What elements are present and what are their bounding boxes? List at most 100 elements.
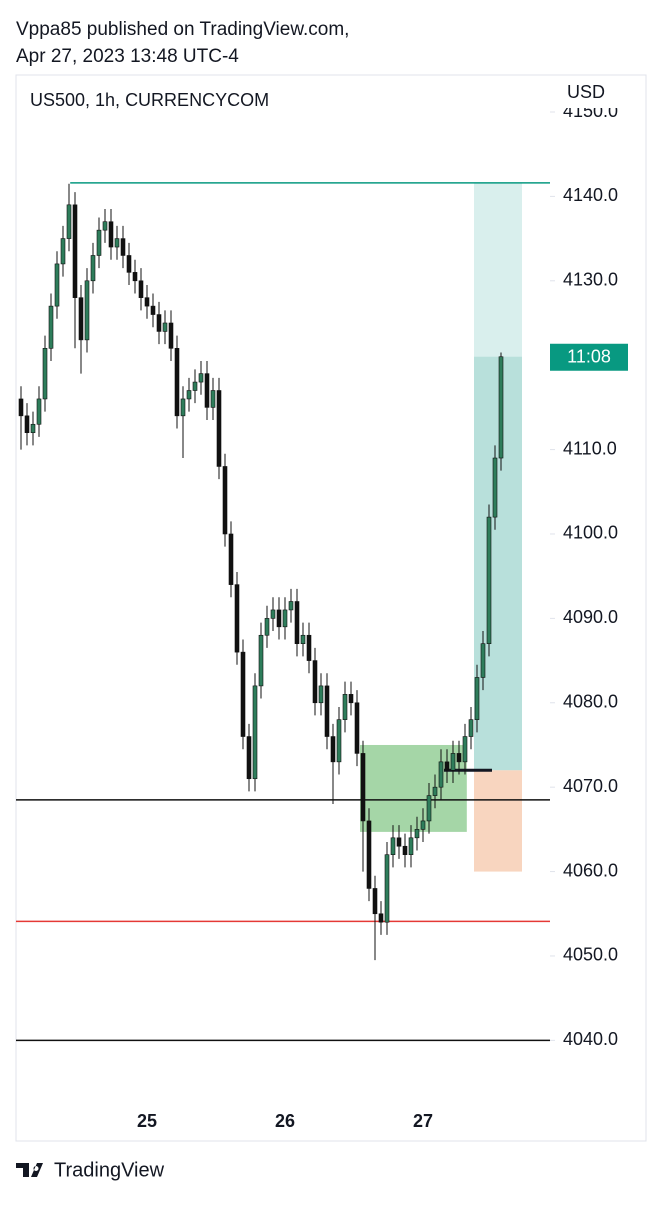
candle-body	[54, 263, 60, 307]
candle-body	[48, 305, 54, 349]
candle-body	[186, 390, 192, 400]
y-tick-label: 4130.0	[563, 270, 618, 290]
candle-body	[96, 229, 102, 256]
chart-title: US500, 1h, CURRENCYCOM	[30, 90, 269, 110]
candle-body	[60, 238, 66, 265]
y-tick-label: 4090.0	[563, 607, 618, 627]
y-tick-label: 4040.0	[563, 1029, 618, 1049]
y-tick-label: 4110.0	[563, 438, 617, 458]
candle-body	[408, 837, 414, 855]
candle-body	[156, 314, 162, 332]
candle-body	[306, 634, 312, 661]
x-tick-label: 25	[137, 1111, 157, 1131]
candle-body	[204, 373, 210, 408]
candle-body	[342, 694, 348, 720]
candle-body	[414, 829, 420, 839]
candle-body	[264, 618, 270, 636]
candle-body	[258, 634, 264, 687]
candle-body	[354, 702, 360, 754]
candle-body	[492, 457, 498, 518]
y-tick-label: 4050.0	[563, 945, 618, 965]
candle-body	[78, 297, 84, 341]
candle-body	[210, 390, 216, 408]
candle-body	[450, 753, 456, 771]
candle-body	[18, 398, 24, 417]
candle-body	[426, 795, 432, 822]
candle-body	[36, 398, 42, 425]
candle-body	[138, 280, 144, 298]
y-tick-label: 4080.0	[563, 692, 618, 712]
candle-body	[240, 651, 246, 737]
candle-body	[468, 719, 474, 737]
plot	[16, 182, 550, 1042]
candle-body	[330, 736, 336, 763]
candle-body	[150, 305, 156, 315]
candle-body	[372, 888, 378, 915]
candle-body	[396, 837, 402, 847]
candle-body	[168, 322, 174, 349]
candle-body	[72, 204, 78, 298]
candle-body	[366, 820, 372, 889]
candle-body	[246, 736, 252, 780]
tv-logo	[16, 1163, 43, 1177]
active-zone	[474, 356, 522, 771]
candle-body	[294, 601, 300, 644]
candle-body	[378, 913, 384, 923]
candle-body	[120, 238, 126, 256]
candle-body	[180, 398, 186, 417]
candle-body	[282, 609, 288, 628]
candle-body	[288, 601, 294, 611]
candle-body	[174, 348, 180, 417]
y-axis-label: USD	[567, 82, 605, 102]
loss-zone	[474, 770, 522, 872]
publish-date: Apr 27, 2023 13:48 UTC-4	[16, 46, 239, 67]
candle-body	[432, 786, 438, 796]
x-tick-label: 27	[413, 1111, 433, 1131]
candle-body	[318, 685, 324, 704]
candle-body	[360, 753, 366, 822]
chart-frame	[15, 74, 647, 1142]
footer-brand: TradingView	[54, 1159, 165, 1181]
candle-body	[300, 634, 306, 644]
candle-body	[132, 272, 138, 282]
candle-body	[276, 609, 282, 628]
x-tick-label: 26	[275, 1111, 295, 1131]
candle-body	[348, 694, 354, 704]
countdown: 11:08	[567, 347, 611, 367]
axis-label-bg	[556, 80, 644, 108]
candle-body	[30, 423, 36, 434]
candle-body	[42, 348, 48, 400]
candle-body	[498, 356, 504, 459]
candle-body	[192, 381, 198, 391]
candle-body	[126, 255, 132, 273]
candle-body	[324, 685, 330, 737]
candle-body	[162, 322, 168, 332]
candle-body	[270, 609, 276, 619]
candle-body	[90, 255, 96, 282]
candle-body	[144, 297, 150, 307]
price-label	[550, 343, 628, 371]
candle-body	[228, 533, 234, 585]
candle-body	[24, 415, 30, 434]
candle-body	[234, 584, 240, 653]
candle-body	[444, 761, 450, 771]
candle-body	[420, 820, 426, 830]
candle-body	[438, 761, 444, 788]
published-by: Vppa85 published on TradingView.com,	[16, 19, 349, 40]
candle-body	[114, 238, 120, 248]
candle-body	[216, 390, 222, 467]
y-tick-label: 4060.0	[563, 860, 618, 880]
candle-body	[222, 466, 228, 535]
candle-body	[486, 516, 492, 644]
y-tick-label: 4100.0	[563, 523, 618, 543]
candle-body	[390, 837, 396, 855]
candle-body	[456, 753, 462, 763]
y-tick-label: 4070.0	[563, 776, 618, 796]
candle-body	[66, 204, 72, 239]
candle-body	[402, 845, 408, 855]
candle-body	[474, 677, 480, 720]
candle-body	[84, 280, 90, 341]
zone	[360, 744, 467, 832]
candle-body	[384, 854, 390, 923]
